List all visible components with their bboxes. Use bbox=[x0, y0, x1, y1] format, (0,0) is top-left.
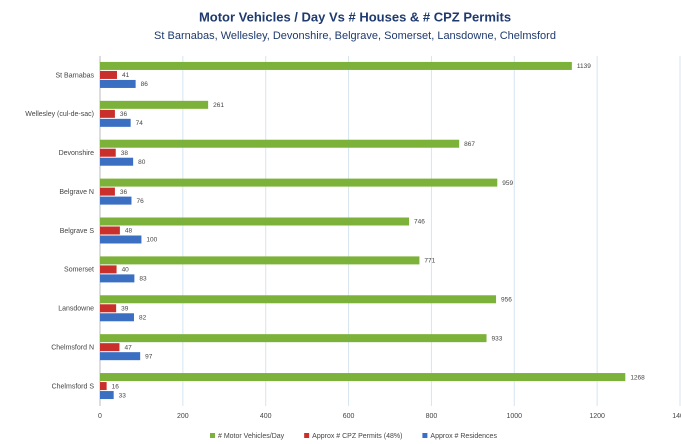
y-tick-label: Somerset bbox=[64, 267, 94, 274]
y-tick-label: Wellesley (cul-de-sac) bbox=[25, 111, 94, 118]
bar bbox=[100, 391, 114, 400]
data-label: 261 bbox=[213, 102, 224, 109]
x-tick-label: 800 bbox=[426, 413, 438, 420]
data-label: 80 bbox=[138, 159, 146, 166]
data-label: 97 bbox=[145, 353, 153, 360]
data-label: 959 bbox=[502, 180, 513, 187]
y-tick-label: Lansdowne bbox=[58, 306, 94, 313]
y-tick-label: Devonshire bbox=[59, 150, 95, 157]
x-tick-label: 1200 bbox=[589, 413, 605, 420]
bar bbox=[100, 295, 497, 304]
data-label: 33 bbox=[119, 392, 127, 399]
bar bbox=[100, 352, 141, 361]
legend-swatch bbox=[304, 433, 310, 438]
y-tick-label: Belgrave N bbox=[59, 189, 94, 196]
x-tick-label: 1400 bbox=[672, 413, 681, 420]
legend-label: # Motor Vehicles/Day bbox=[218, 433, 285, 440]
bar bbox=[100, 313, 134, 322]
y-tick-label: Chelmsford S bbox=[52, 383, 95, 390]
data-label: 40 bbox=[122, 267, 130, 274]
data-label: 38 bbox=[121, 150, 129, 157]
data-label: 47 bbox=[124, 344, 132, 351]
legend-swatch bbox=[422, 433, 428, 438]
bar bbox=[100, 157, 134, 166]
bar bbox=[100, 382, 107, 391]
chart-subtitle: St Barnabas, Wellesley, Devonshire, Belg… bbox=[154, 30, 556, 42]
data-label: 867 bbox=[464, 141, 475, 148]
bar bbox=[100, 304, 117, 313]
y-tick-label: Chelmsford N bbox=[51, 345, 94, 352]
data-label: 41 bbox=[122, 72, 130, 79]
legend-label: Approx # CPZ Permits (48%) bbox=[312, 433, 402, 440]
bar bbox=[100, 109, 115, 118]
bar bbox=[100, 70, 117, 79]
data-label: 86 bbox=[141, 81, 149, 88]
bar bbox=[100, 148, 116, 157]
data-label: 39 bbox=[121, 305, 129, 312]
bar bbox=[100, 118, 131, 127]
x-tick-label: 400 bbox=[260, 413, 272, 420]
data-label: 36 bbox=[120, 189, 128, 196]
x-tick-label: 600 bbox=[343, 413, 355, 420]
bar bbox=[100, 256, 420, 265]
chart-title: Motor Vehicles / Day Vs # Houses & # CPZ… bbox=[199, 9, 511, 24]
data-label: 933 bbox=[492, 335, 503, 342]
bar bbox=[100, 373, 626, 382]
data-label: 82 bbox=[139, 314, 147, 321]
data-label: 16 bbox=[112, 383, 120, 390]
data-label: 956 bbox=[501, 296, 512, 303]
data-label: 36 bbox=[120, 111, 128, 118]
bar bbox=[100, 217, 410, 226]
bar bbox=[100, 196, 132, 205]
data-label: 83 bbox=[139, 276, 147, 283]
data-label: 1139 bbox=[577, 63, 591, 70]
bar bbox=[100, 178, 498, 187]
x-tick-label: 200 bbox=[177, 413, 189, 420]
bar bbox=[100, 100, 209, 109]
bar bbox=[100, 61, 572, 70]
y-tick-label: Belgrave S bbox=[60, 228, 95, 235]
data-label: 48 bbox=[125, 228, 133, 235]
bar bbox=[100, 139, 460, 148]
x-tick-label: 0 bbox=[98, 413, 102, 420]
x-tick-label: 1000 bbox=[506, 413, 522, 420]
y-tick-label: St Barnabas bbox=[55, 72, 94, 79]
bar bbox=[100, 334, 487, 343]
data-label: 771 bbox=[424, 258, 435, 265]
bar bbox=[100, 274, 135, 283]
data-label: 76 bbox=[136, 198, 144, 205]
bar bbox=[100, 235, 142, 244]
data-label: 74 bbox=[136, 120, 144, 127]
data-label: 100 bbox=[146, 237, 157, 244]
data-label: 1268 bbox=[630, 374, 645, 381]
bar bbox=[100, 187, 115, 196]
bar bbox=[100, 226, 120, 235]
legend-swatch bbox=[210, 433, 215, 438]
bar bbox=[100, 79, 136, 88]
legend-label: Approx # Residences bbox=[430, 433, 497, 440]
bar bbox=[100, 343, 120, 352]
data-label: 746 bbox=[414, 219, 425, 226]
bar bbox=[100, 265, 117, 274]
